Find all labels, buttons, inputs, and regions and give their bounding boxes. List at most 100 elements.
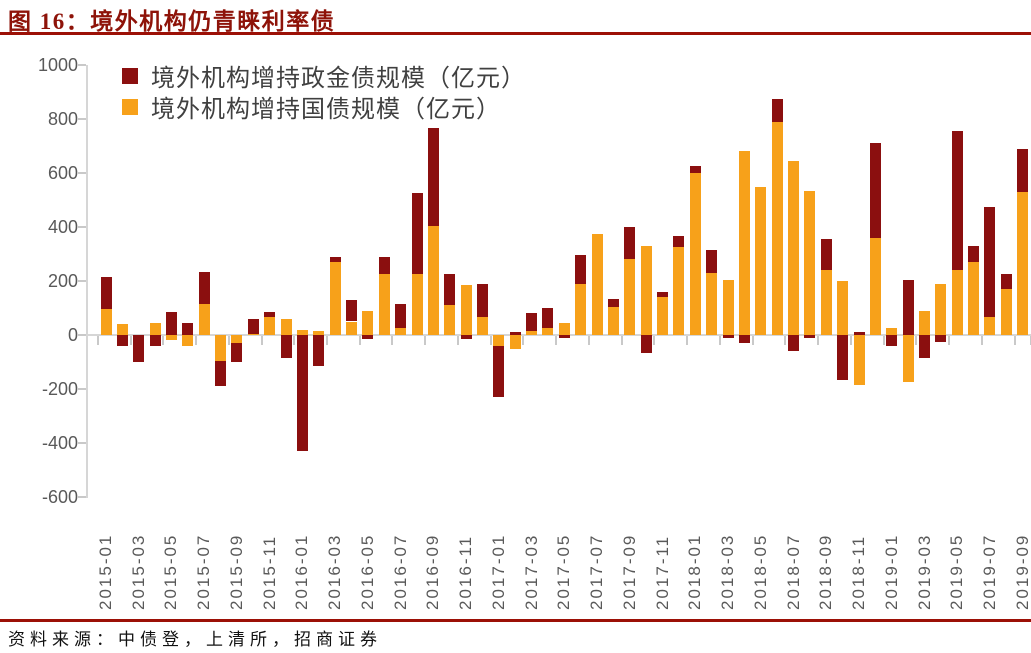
bar-segment-policy bbox=[1000, 274, 1012, 290]
bar-segment-policy bbox=[362, 335, 374, 340]
x-tick bbox=[1013, 336, 1016, 345]
y-axis-label: -200 bbox=[41, 379, 78, 399]
bar-segment-policy bbox=[738, 335, 750, 344]
x-tick bbox=[587, 336, 590, 345]
bar-segment-policy bbox=[837, 335, 849, 380]
bar-segment-policy bbox=[853, 332, 865, 335]
bar-segment-treasury bbox=[771, 121, 783, 335]
bar-segment-treasury bbox=[395, 328, 407, 335]
x-tick bbox=[227, 336, 230, 345]
stacked-bar-chart: 2015-01 2015-03 2015-05 2015-07 2015-09 2015-… bbox=[78, 64, 1031, 610]
y-axis-label: 200 bbox=[47, 271, 78, 291]
bar-segment-policy bbox=[607, 298, 619, 307]
bar-segment-policy bbox=[313, 335, 325, 367]
x-axis-label: 2017-07 bbox=[587, 533, 607, 610]
bar-segment-treasury bbox=[951, 270, 963, 335]
bar-segment-treasury bbox=[689, 173, 701, 335]
bar-segment-policy bbox=[968, 245, 980, 263]
x-axis-label: 2016-01 bbox=[292, 533, 312, 610]
bar-segment-treasury bbox=[755, 186, 767, 335]
bar-segment-policy bbox=[542, 308, 554, 329]
x-axis-label: 2016-07 bbox=[390, 533, 410, 610]
x-axis-label: 2016-11 bbox=[456, 534, 476, 610]
bar-segment-policy bbox=[788, 335, 800, 352]
legend-swatch-treasury-orange bbox=[122, 98, 138, 115]
y-axis-label: 1000 bbox=[37, 55, 78, 75]
bar-segment-treasury bbox=[182, 335, 194, 346]
legend-label-treasury: 境外机构增持国债规模（亿元） bbox=[151, 97, 501, 123]
bar-segment-treasury bbox=[509, 335, 521, 349]
x-tick bbox=[96, 336, 99, 345]
bar-segment-policy bbox=[149, 335, 161, 346]
x-tick bbox=[195, 336, 198, 345]
bar-segment-treasury bbox=[460, 285, 472, 335]
bar-segment-treasury bbox=[706, 272, 718, 335]
bar-segment-treasury bbox=[935, 283, 947, 335]
bar-segment-treasury bbox=[411, 274, 423, 335]
x-axis-label: 2015-05 bbox=[161, 533, 181, 610]
bar-segment-policy bbox=[902, 279, 914, 335]
bar-segment-policy bbox=[427, 128, 439, 226]
bar-segment-treasury bbox=[640, 245, 652, 335]
bar-segment-policy bbox=[378, 256, 390, 275]
x-axis-label: 2019-05 bbox=[947, 533, 967, 610]
bar-segment-treasury bbox=[231, 335, 243, 344]
bar-segment-treasury bbox=[968, 262, 980, 335]
x-tick bbox=[751, 336, 754, 345]
bar-segment-policy bbox=[493, 345, 505, 398]
bar-segment-treasury bbox=[264, 317, 276, 335]
bar-segment-policy bbox=[951, 131, 963, 271]
bar-segment-treasury bbox=[788, 160, 800, 335]
y-tick bbox=[78, 172, 86, 174]
x-tick bbox=[718, 336, 721, 345]
x-axis-label: 2018-11 bbox=[849, 534, 869, 610]
bar-segment-treasury bbox=[575, 283, 587, 335]
bar-segment-policy bbox=[935, 335, 947, 342]
x-tick bbox=[980, 336, 983, 345]
x-tick bbox=[260, 336, 263, 345]
legend-swatch-policy-red bbox=[122, 67, 138, 84]
bar-segment-policy bbox=[165, 312, 177, 335]
y-tick bbox=[78, 118, 86, 120]
bar-segment-treasury bbox=[591, 233, 603, 335]
x-axis-label: 2019-07 bbox=[979, 533, 999, 610]
bar-segment-treasury bbox=[526, 330, 538, 335]
bar-segment-treasury bbox=[296, 329, 308, 335]
y-axis-label: 600 bbox=[47, 163, 78, 183]
y-axis-line bbox=[86, 65, 88, 498]
bar-segment-treasury bbox=[657, 297, 669, 335]
bar-segment-policy bbox=[706, 249, 718, 273]
bar-segment-policy bbox=[673, 236, 685, 248]
chart-legend: 境外机构增持政金债规模（亿元） 境外机构增持国债规模（亿元） bbox=[122, 60, 526, 123]
x-axis-label: 2019-09 bbox=[1012, 533, 1031, 610]
bar-segment-policy bbox=[215, 360, 227, 387]
bar-segment-policy bbox=[231, 343, 243, 362]
x-axis-label: 2018-05 bbox=[750, 533, 770, 610]
bar-segment-policy bbox=[182, 322, 194, 335]
bar-segment-treasury bbox=[247, 333, 259, 335]
x-tick bbox=[456, 336, 459, 345]
bar-segment-treasury bbox=[165, 335, 177, 341]
zero-baseline bbox=[86, 334, 1031, 336]
y-tick bbox=[78, 496, 86, 498]
bottom-divider-rule bbox=[0, 619, 1031, 622]
page-title: 图 16：境外机构仍青睐利率债 bbox=[8, 9, 336, 34]
bar-segment-treasury bbox=[738, 151, 750, 335]
bar-segment-treasury bbox=[280, 318, 292, 335]
bar-segment-policy bbox=[869, 143, 881, 238]
x-tick bbox=[293, 336, 296, 345]
bar-segment-treasury bbox=[346, 321, 358, 335]
x-axis-label: 2016-09 bbox=[423, 533, 443, 610]
x-axis-label: 2015-09 bbox=[226, 533, 246, 610]
bar-segment-policy bbox=[919, 335, 930, 358]
bar-segment-treasury bbox=[804, 190, 816, 335]
bar-segment-treasury bbox=[313, 330, 325, 335]
x-axis-label: 2017-05 bbox=[554, 533, 574, 610]
x-tick bbox=[849, 336, 852, 345]
bar-segment-treasury bbox=[1017, 191, 1029, 335]
bar-segment-policy bbox=[198, 271, 210, 304]
bar-segment-policy bbox=[264, 312, 276, 318]
bar-segment-policy bbox=[346, 299, 358, 322]
x-axis-label: 2017-11 bbox=[652, 534, 672, 610]
